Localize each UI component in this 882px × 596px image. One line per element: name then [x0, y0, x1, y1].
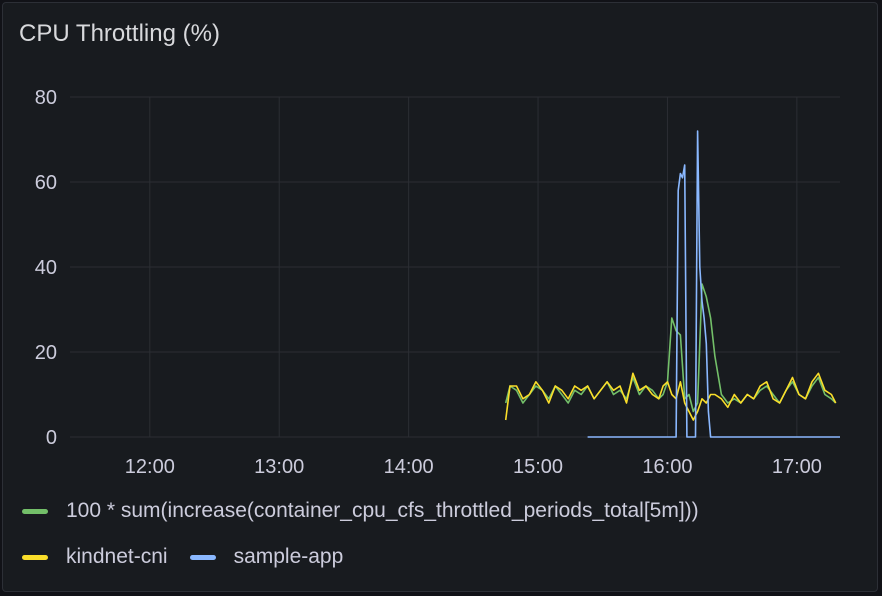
legend-swatch — [22, 554, 48, 560]
x-tick-label: 16:00 — [642, 456, 692, 478]
y-tick-label: 0 — [46, 427, 57, 449]
legend: 100 * sum(increase(container_cpu_cfs_thr… — [22, 488, 872, 580]
y-tick-label: 60 — [35, 172, 57, 194]
legend-item-throttled-sum[interactable]: 100 * sum(increase(container_cpu_cfs_thr… — [22, 499, 699, 523]
x-tick-label: 15:00 — [513, 456, 563, 478]
y-tick-label: 80 — [35, 87, 57, 109]
x-tick-label: 14:00 — [384, 456, 434, 478]
legend-item-kindnet-cni[interactable]: kindnet-cni — [22, 545, 168, 569]
x-tick-label: 13:00 — [254, 456, 304, 478]
legend-item-sample-app[interactable]: sample-app — [189, 545, 344, 569]
legend-label: sample-app — [233, 545, 344, 568]
series-line-1 — [504, 372, 837, 421]
legend-label: 100 * sum(increase(container_cpu_cfs_thr… — [66, 499, 699, 522]
x-tick-label: 12:00 — [125, 456, 175, 478]
y-tick-label: 20 — [35, 342, 57, 364]
legend-label: kindnet-cni — [66, 545, 168, 568]
series-line-2 — [587, 130, 840, 438]
legend-swatch — [189, 554, 216, 560]
legend-row-1: 100 * sum(increase(container_cpu_cfs_thr… — [22, 488, 872, 534]
x-tick-label: 17:00 — [772, 456, 822, 478]
series-line-0 — [504, 283, 837, 413]
panel-title: CPU Throttling (%) — [19, 20, 220, 47]
legend-swatch — [22, 508, 48, 514]
legend-row-2: kindnet-cni sample-app — [22, 534, 872, 580]
y-tick-label: 40 — [35, 257, 57, 279]
